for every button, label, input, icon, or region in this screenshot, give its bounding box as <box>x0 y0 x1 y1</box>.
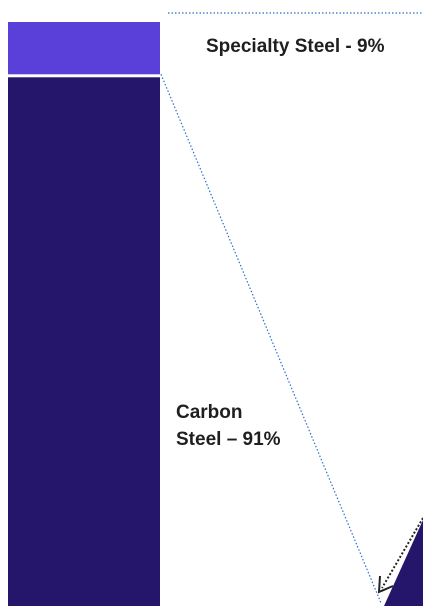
carbon-steel-label-line1: Carbon <box>176 402 243 423</box>
arrow-line <box>381 517 423 589</box>
carbon-steel-label-line2: Steel – 91% <box>176 429 281 450</box>
carbon-steel-label: Carbon Steel – 91% <box>176 399 326 453</box>
cropped-wedge-shape <box>384 520 423 606</box>
specialty-steel-bar-segment <box>8 22 160 75</box>
connector-line-diagonal <box>160 74 382 604</box>
arrow-head-icon <box>377 575 394 594</box>
specialty-steel-label: Specialty Steel - 9% <box>206 36 385 57</box>
carbon-steel-bar-segment <box>8 77 160 606</box>
